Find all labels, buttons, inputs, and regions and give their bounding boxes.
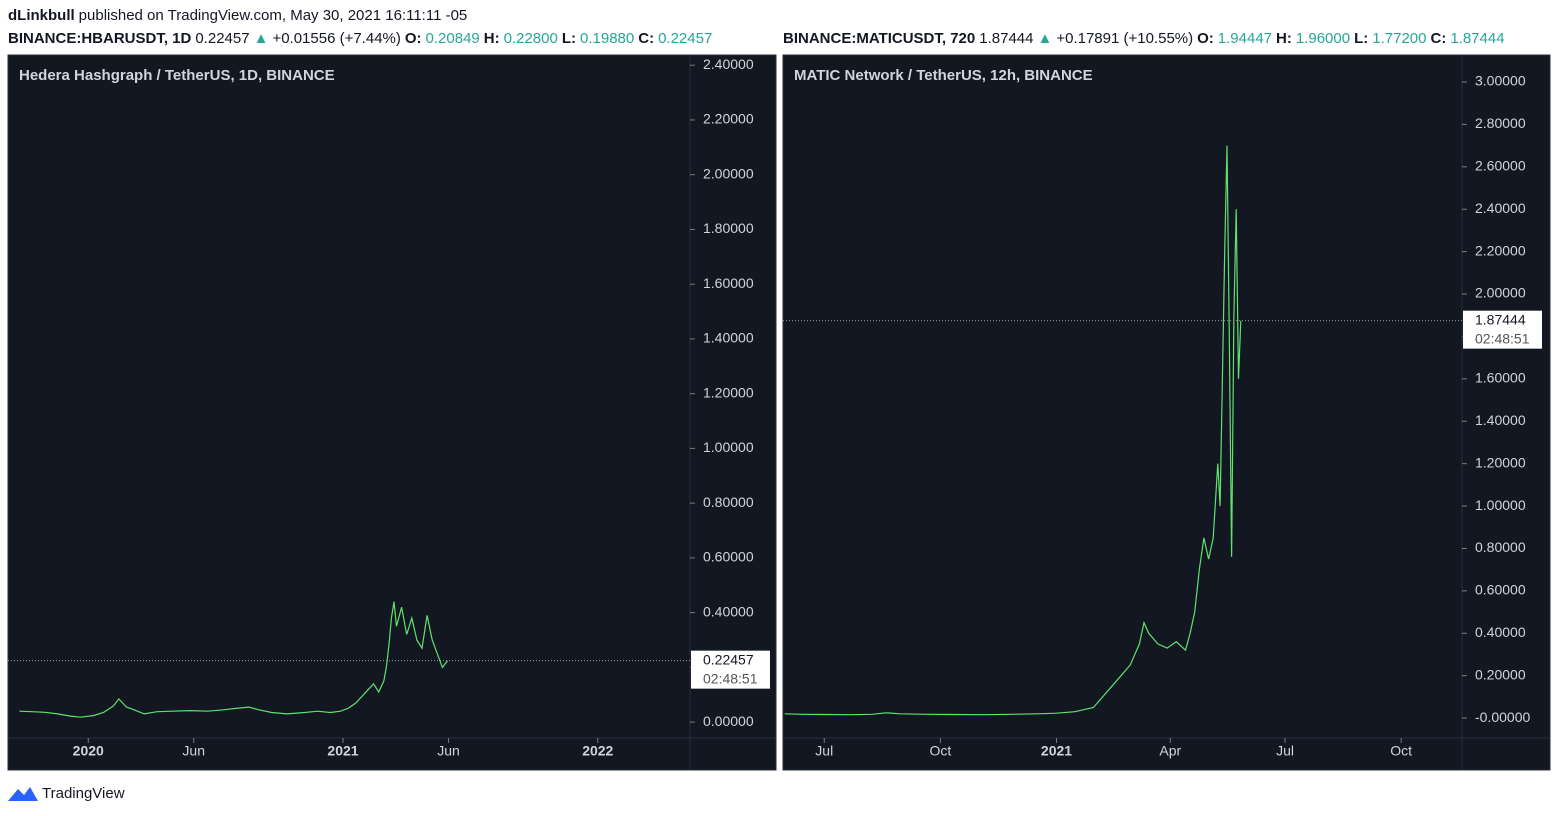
y-tick-label: 0.60000 (703, 549, 754, 565)
x-tick-label: Oct (1390, 743, 1412, 759)
chart-title: Hedera Hashgraph / TetherUS, 1D, BINANCE (19, 67, 335, 84)
symbol-line: BINANCE:HBARUSDT, 1D 0.22457 ▲ +0.01556 (+7… (8, 30, 716, 47)
publish-line: dLinkbull published on TradingView.com, … (8, 7, 471, 24)
y-tick-label: 1.20000 (1475, 454, 1526, 470)
y-tick-label: 2.00000 (703, 165, 754, 181)
y-tick-label: 0.80000 (1475, 539, 1526, 555)
y-tick-label: 1.20000 (703, 384, 754, 400)
x-tick-label: Oct (929, 743, 951, 759)
y-tick-label: 1.80000 (703, 220, 754, 236)
arrow: ▲ (253, 30, 269, 47)
left-pane (7, 54, 777, 771)
ohlc-value: 1.87444 (1450, 30, 1505, 47)
right-pane (782, 54, 1551, 771)
symbol: BINANCE:HBARUSDT, 1D (8, 30, 192, 47)
change: +0.01556 (+7.44%) (272, 30, 401, 47)
y-tick-label: 3.00000 (1475, 73, 1526, 89)
chart-title: MATIC Network / TetherUS, 12h, BINANCE (794, 67, 1093, 84)
ohlc-label: L: (1354, 30, 1369, 47)
y-tick-label: 0.80000 (703, 494, 754, 510)
ohlc-label: C: (638, 30, 655, 47)
price-line (784, 145, 1242, 716)
last-price-box (1463, 310, 1542, 349)
y-tick-label: 1.60000 (1475, 370, 1526, 386)
last: 1.87444 (979, 30, 1034, 47)
logo-shape (8, 787, 38, 801)
y-tick-label: 1.00000 (1475, 497, 1526, 513)
ohlc-value: 1.94447 (1217, 30, 1273, 47)
last-price-label: 1.87444 (1475, 311, 1526, 327)
y-tick-label: 0.60000 (1475, 582, 1526, 598)
price-line (19, 601, 448, 718)
x-tick-label: Jul (815, 743, 833, 759)
change: +0.17891 (+10.55%) (1056, 30, 1194, 47)
x-tick-label: Jun (437, 743, 460, 759)
y-tick-label: -0.00000 (1475, 709, 1530, 725)
ohlc-label: O: (404, 30, 422, 47)
countdown: 02:48:51 (1475, 330, 1530, 346)
last-price-box (691, 650, 770, 689)
y-tick-label: 1.40000 (1475, 412, 1526, 428)
countdown: 02:48:51 (703, 670, 758, 686)
x-tick-label: 2021 (327, 743, 358, 759)
ohlc-label: H: (1276, 30, 1292, 47)
ohlc-value: 0.22800 (503, 30, 558, 47)
y-tick-label: 0.00000 (703, 713, 754, 729)
ohlc-value: 0.20849 (425, 30, 480, 47)
y-tick-label: 2.60000 (1475, 158, 1526, 174)
y-tick-label: 2.40000 (703, 56, 754, 72)
ohlc-value: 1.77200 (1372, 30, 1427, 47)
y-tick-label: 0.20000 (1475, 666, 1526, 682)
y-tick-label: 1.00000 (703, 439, 754, 455)
y-tick-label: 2.20000 (1475, 242, 1526, 258)
y-tick-label: 2.80000 (1475, 115, 1526, 131)
y-tick-label: 2.00000 (1475, 285, 1526, 301)
ohlc-value: 0.19880 (580, 30, 635, 47)
arrow: ▲ (1037, 30, 1053, 47)
ohlc-value: 0.22457 (658, 30, 713, 47)
y-tick-label: 0.40000 (703, 603, 754, 619)
x-tick-label: Apr (1159, 743, 1181, 759)
y-tick-label: 0.40000 (1475, 624, 1526, 640)
x-tick-label: 2021 (1041, 743, 1072, 759)
publisher: dLinkbull (8, 7, 75, 24)
y-tick-label: 1.60000 (703, 275, 754, 291)
last-price-label: 0.22457 (703, 651, 754, 667)
y-tick-label: 1.40000 (703, 330, 754, 346)
ohlc-label: O: (1197, 30, 1214, 47)
y-tick-label: 2.20000 (703, 111, 754, 127)
brand: TradingView (42, 785, 125, 802)
published-info: published on TradingView.com, May 30, 20… (78, 7, 468, 24)
x-tick-label: 2022 (582, 743, 613, 759)
last: 0.22457 (195, 30, 250, 47)
ohlc-label: C: (1430, 30, 1447, 47)
x-tick-label: 2020 (73, 743, 104, 759)
ohlc-value: 1.96000 (1295, 30, 1351, 47)
symbol: BINANCE:MATICUSDT, 720 (783, 30, 976, 47)
ohlc-label: L: (561, 30, 577, 47)
x-tick-label: Jul (1276, 743, 1294, 759)
ohlc-label: H: (483, 30, 500, 47)
y-tick-label: 2.40000 (1475, 200, 1526, 216)
x-tick-label: Jun (182, 743, 205, 759)
logo (8, 787, 38, 801)
symbol-line: BINANCE:MATICUSDT, 720 1.87444 ▲ +0.17891 (… (783, 30, 1509, 47)
